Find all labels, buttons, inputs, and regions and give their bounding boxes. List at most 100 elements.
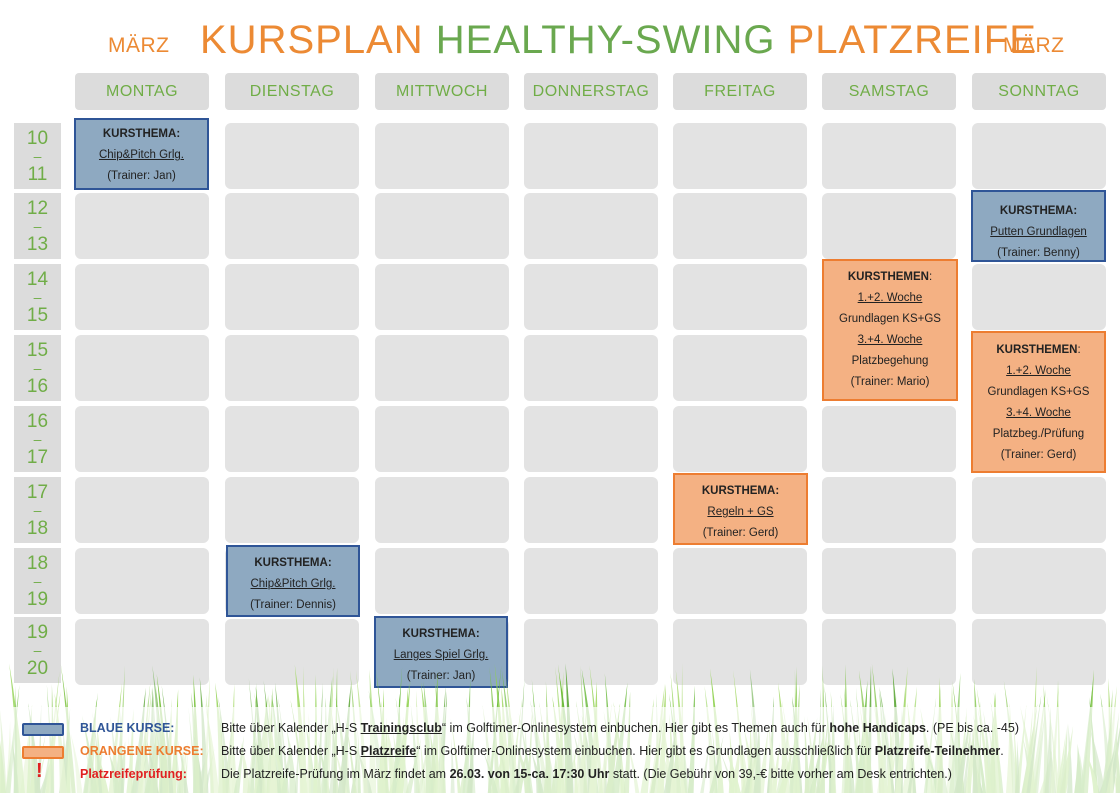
time-slot-16-17: 16–17 [14,406,61,472]
time-sep: – [33,288,42,305]
course-heading: KURSTHEMA: [254,557,332,569]
legend-text-part: “ im Golftimer-Onlinesystem einbuchen. H… [441,721,830,735]
schedule-cell [524,406,658,472]
day-header-friday: FREITAG [673,73,807,110]
schedule-cell [75,406,209,472]
course-box-sunday-orange[interactable]: KURSTHEMEN: 1.+2. Woche Grundlagen KS+GS… [971,331,1106,473]
course-week-1-2: 1.+2. Woche [857,292,923,304]
schedule-cell [75,619,209,685]
course-topic: Chip&Pitch Grlg. [250,578,336,590]
legend-text-part: statt. (Die Gebühr von 39,-€ bitte vorhe… [609,767,952,781]
schedule-cell [75,335,209,401]
schedule-cell [822,548,956,614]
course-week-1-2: 1.+2. Woche [1006,365,1071,377]
legend-text-bold: hohe Handicaps [829,721,926,735]
course-topic: Regeln + GS [707,506,774,518]
legend-row-orange: ORANGENE KURSE: Bitte über Kalender „H-S… [0,741,1120,763]
course-trainer: (Trainer: Jan) [107,170,176,182]
schedule-cell [524,477,658,543]
legend-text-orange: Bitte über Kalender „H-S Platzreife“ im … [221,744,1004,758]
legend-text-bold: Platzreife [360,744,417,758]
blue-swatch-icon [22,723,64,736]
schedule-cell [673,548,807,614]
course-box-tuesday[interactable]: KURSTHEMA: Chip&Pitch Grlg. (Trainer: De… [226,545,360,617]
legend-row-blue: BLAUE KURSE: Bitte über Kalender „H-S Tr… [0,718,1120,740]
legend-text-bold: Platzreife-Teilnehmer [874,744,1001,758]
schedule-cell [524,335,658,401]
time-slot-17-18: 17–18 [14,477,61,543]
time-to: 13 [26,233,49,255]
time-from: 15 [26,339,49,361]
time-from: 17 [26,481,49,503]
legend-text-part: Die Platzreife-Prüfung im März findet am [221,767,450,781]
month-label-right: MÄRZ [1003,34,1065,57]
time-from: 19 [26,621,49,643]
legend-text-part: . [1000,744,1004,758]
schedule-cell [972,619,1106,685]
legend-text-exam: Die Platzreife-Prüfung im März findet am… [221,767,952,781]
schedule-cell [375,477,509,543]
time-slot-18-19: 18–19 [14,548,61,614]
orange-swatch-icon [22,746,64,759]
course-heading-label: KURSTHEMEN [996,344,1078,356]
time-to: 11 [27,163,48,185]
course-week-3-4: 3.+4. Woche [857,334,923,346]
schedule-cell [972,123,1106,189]
time-slot-19-20: 19–20 [14,617,61,683]
time-to: 18 [26,517,49,539]
time-sep: – [33,641,42,658]
course-topic: Chip&Pitch Grlg. [98,149,184,161]
course-box-wednesday[interactable]: KURSTHEMA: Langes Spiel Grlg. (Trainer: … [374,616,508,688]
time-sep: – [33,430,42,447]
schedule-cell [75,477,209,543]
course-trainer: (Trainer: Gerd) [1000,449,1077,461]
time-sep: – [33,359,42,376]
title-part-platzreife: PLATZREIFE [787,18,1037,62]
legend-label-blue: BLAUE KURSE: [80,721,175,735]
schedule-cell [225,193,359,259]
course-box-monday[interactable]: KURSTHEMA: Chip&Pitch Grlg. (Trainer: Ja… [74,118,209,190]
legend-text-blue: Bitte über Kalender „H-S Trainingsclub“ … [221,721,1019,735]
course-heading-colon: : [1077,344,1081,356]
course-topic: Putten Grundlagen [990,226,1087,238]
schedule-cell [75,548,209,614]
time-sep: – [33,572,42,589]
course-heading-colon: : [928,271,933,283]
day-header-thursday: DONNERSTAG [524,73,658,110]
day-header-tuesday: DIENSTAG [225,73,359,110]
legend-text-bold: 26.03. von 15-ca. 17:30 Uhr [449,767,610,781]
schedule-cell [524,193,658,259]
time-slot-15-16: 15–16 [14,335,61,401]
time-to: 15 [26,304,49,326]
course-heading: KURSTHEMEN: [973,340,1104,361]
legend-row-exam: ! Platzreifeprüfung: Die Platzreife-Prüf… [0,760,1120,786]
course-heading-label: KURSTHEMEN [847,271,929,283]
legend-text-part: Bitte über Kalender „H-S [221,744,361,758]
schedule-cell [375,193,509,259]
course-heading: KURSTHEMA: [402,628,480,640]
course-topic-1: Grundlagen KS+GS [839,313,941,325]
time-slot-12-13: 12–13 [14,193,61,259]
course-heading: KURSTHEMA: [999,205,1078,217]
schedule-cell [822,193,956,259]
course-week-3-4: 3.+4. Woche [1006,407,1071,419]
course-trainer: (Trainer: Jan) [406,670,476,682]
schedule-cell [225,264,359,330]
time-sep: – [33,501,42,518]
legend-text-bold: Trainingsclub [360,721,442,735]
schedule-cell [822,406,956,472]
time-to: 20 [26,657,49,679]
schedule-cell [225,123,359,189]
time-to: 17 [26,446,49,468]
course-box-saturday[interactable]: KURSTHEMEN: 1.+2. Woche Grundlagen KS+GS… [822,259,958,401]
schedule-cell [225,477,359,543]
schedule-cell [822,477,956,543]
course-box-friday[interactable]: KURSTHEMA: Regeln + GS (Trainer: Gerd) [673,473,808,545]
time-to: 16 [26,375,49,397]
page-title: KURSPLAN HEALTHY-SWING PLATZREIFE [200,18,1037,63]
schedule-cell [75,193,209,259]
course-box-sunday-blue[interactable]: KURSTHEMA: Putten Grundlagen (Trainer: B… [971,190,1106,262]
course-trainer: (Trainer: Benny) [997,247,1080,259]
page-header: MÄRZ KURSPLAN HEALTHY-SWING PLATZREIFE M… [0,18,1120,68]
time-sep: – [33,147,42,164]
